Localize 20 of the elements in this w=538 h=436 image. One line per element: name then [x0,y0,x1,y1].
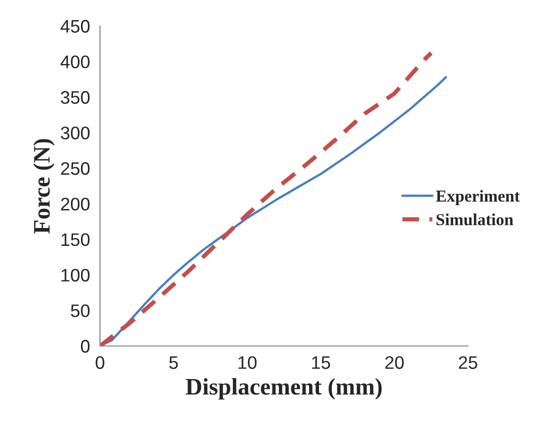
x-tick-label: 10 [238,356,257,369]
y-tick-label: 200 [61,198,90,210]
y-tick-label: 0 [80,340,90,353]
y-tick-label: 450 [60,20,90,33]
y-tick-label: 350 [60,91,90,104]
y-tick-label: 300 [60,126,90,140]
x-axis-title: Displacement (mm) [186,378,382,400]
x-tick-label: 0 [96,356,104,369]
x-tick-label: 15 [312,356,330,369]
y-tick-label: 100 [62,268,90,282]
x-tick-label: 20 [385,356,404,369]
x-tick-label: 25 [458,356,478,369]
legend-label: Simulation [436,214,514,226]
y-tick-label: 400 [60,55,90,68]
x-tick-label: 5 [169,356,178,369]
y-tick-label: 150 [62,233,90,246]
legend-label: Experiment [436,190,520,206]
y-tick-label: 250 [61,162,90,175]
y-tick-label: 50 [70,304,90,318]
y-axis-title: Force (N) [33,139,55,234]
